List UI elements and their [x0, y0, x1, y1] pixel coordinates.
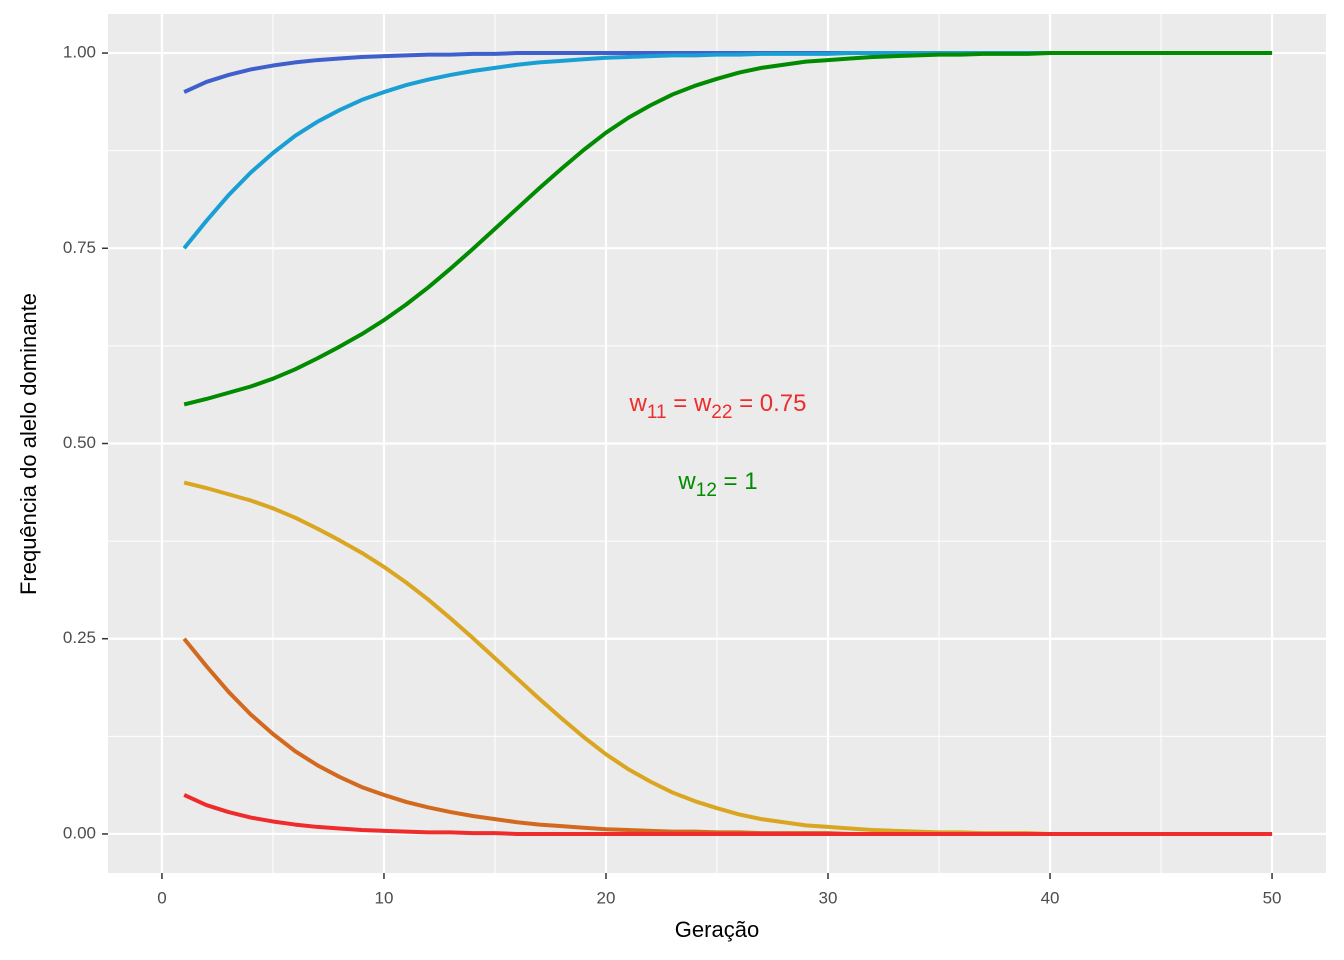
y-axis-title: Frequência do alelo dominante	[16, 293, 41, 595]
annotation-text: = 1	[717, 468, 758, 495]
annotation-text: = 0.75	[732, 390, 806, 417]
y-tick-label: 0.25	[63, 628, 96, 647]
annotation-text: w	[629, 390, 648, 417]
y-tick-label: 0.75	[63, 238, 96, 257]
x-tick-label: 50	[1263, 888, 1282, 907]
annotation-subscript: 12	[696, 480, 717, 501]
annotation-text: = w	[667, 390, 712, 417]
x-tick-label: 0	[157, 888, 166, 907]
x-tick-label: 30	[819, 888, 838, 907]
annotation-text: w	[677, 468, 696, 495]
x-tick-label: 20	[597, 888, 616, 907]
x-axis-title: Geração	[675, 917, 759, 942]
x-tick-label: 10	[375, 888, 394, 907]
y-tick-label: 0.50	[63, 433, 96, 452]
x-tick-label: 40	[1041, 888, 1060, 907]
annotation-subscript: 22	[711, 402, 732, 423]
series-line	[183, 51, 1273, 407]
y-tick-label: 0.00	[63, 823, 96, 842]
annotation-subscript: 11	[647, 402, 667, 423]
series-line	[183, 793, 1273, 836]
annotation: w11 = w22 = 0.75	[629, 390, 807, 423]
y-tick-label: 1.00	[63, 43, 96, 62]
annotation: w12 = 1	[677, 468, 757, 501]
